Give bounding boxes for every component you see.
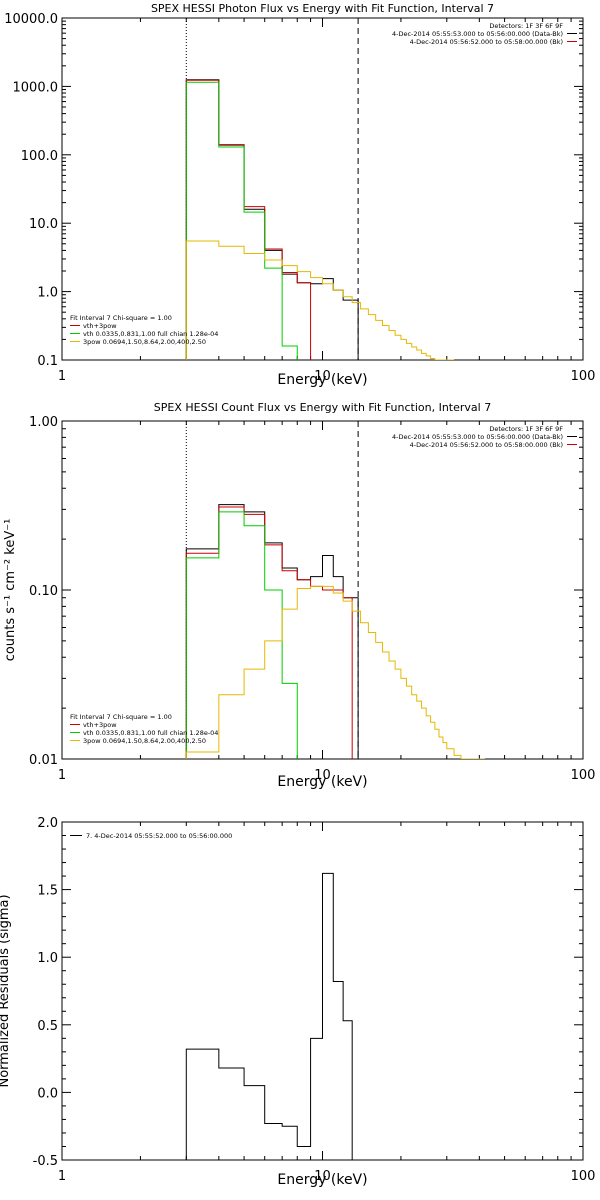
y-tick-label: 1000.0 — [13, 80, 59, 95]
x-tick-label: 10 — [314, 369, 331, 384]
legend-text: Detectors: 1F 3F 6F 9F — [489, 425, 563, 433]
legend-text: vth+3pow — [83, 721, 117, 729]
x-axis-label: Energy (keV) — [277, 372, 367, 388]
x-axis-label: Energy (keV) — [277, 774, 367, 790]
x-tick-label: 100 — [571, 768, 596, 783]
y-tick-label: 0.10 — [29, 584, 58, 599]
x-axis-label: Energy (keV) — [277, 1172, 367, 1188]
x-tick-label: 100 — [571, 369, 596, 384]
series-line-data — [185, 504, 359, 759]
legend-text: vth 0.0335,0.831,1.00 full chian 1.28e-0… — [83, 330, 218, 338]
x-tick-label: 1 — [58, 369, 66, 384]
y-tick-label: 0.0 — [37, 1086, 58, 1101]
series-line-3pow — [185, 585, 485, 759]
y-tick-label: 0.01 — [29, 753, 58, 768]
series-line-residuals — [185, 872, 353, 1160]
x-tick-label: 100 — [571, 1169, 596, 1184]
plot-frame — [61, 17, 584, 361]
chart-panel-3: 1 10 100 -0.5 0.0 0.5 1.0 1.5 2.0 Energy (keV) Nor… — [0, 816, 595, 1188]
legend-text: vth+3pow — [83, 322, 117, 330]
series-line-total — [185, 79, 312, 360]
legend-text: 3pow 0.0694,1.50,8.64,2.00,400,2.50 — [83, 338, 206, 346]
legend-text: Detectors: 1F 3F 6F 9F — [489, 22, 563, 30]
x-tick-label: 1 — [58, 1169, 66, 1184]
y-axis-label: counts s⁻¹ cm⁻² keV⁻¹ — [3, 519, 18, 662]
x-tick-label: 10 — [314, 768, 331, 783]
chart-title: SPEX HESSI Photon Flux vs Energy with Fi… — [151, 2, 494, 15]
chart-panel-1: SPEX HESSI Photon Flux vs Energy with Fi… — [4, 2, 595, 388]
y-tick-label: 1.5 — [37, 884, 58, 899]
series-line-vth — [185, 81, 298, 360]
legend-text: Fit Interval 7 Chi-square = 1.00 — [70, 314, 172, 322]
y-tick-label: 1.0 — [37, 286, 58, 301]
y-tick-label: 1.00 — [29, 415, 58, 430]
legend-text: vth 0.0335,0.831,1.00 full chian 1.28e-0… — [83, 729, 218, 737]
chart-panel-2: SPEX HESSI Count Flux vs Energy with Fit… — [3, 401, 595, 790]
y-tick-label: -0.5 — [33, 1154, 58, 1169]
chart-title: SPEX HESSI Count Flux vs Energy with Fit… — [154, 401, 491, 414]
y-tick-label: 0.5 — [37, 1019, 58, 1034]
legend-text: 4-Dec-2014 05:55:53.000 to 05:56:00.000 … — [392, 30, 563, 38]
x-tick-label: 10 — [314, 1169, 331, 1184]
y-tick-label: 0.1 — [37, 354, 58, 369]
legend-text: 3pow 0.0694,1.50,8.64,2.00,400,2.50 — [83, 737, 206, 745]
legend-text: 7. 4-Dec-2014 05:55:52.000 to 05:56:00.0… — [86, 832, 232, 840]
x-tick-label: 1 — [58, 768, 66, 783]
series-line-data — [185, 79, 359, 360]
legend-text: 4-Dec-2014 05:56:52.000 to 05:58:00.000 … — [410, 38, 563, 46]
series-line-vth — [185, 511, 298, 759]
y-axis-label: Normalized Residuals (sigma) — [0, 894, 12, 1087]
y-tick-label: 1.0 — [37, 951, 58, 966]
y-tick-label: 100.0 — [21, 149, 58, 164]
legend-text: 4-Dec-2014 05:55:53.000 to 05:56:00.000 … — [392, 433, 563, 441]
legend-text: Fit Interval 7 Chi-square = 1.00 — [70, 713, 172, 721]
y-tick-label: 10000.0 — [4, 12, 58, 27]
y-tick-label: 2.0 — [37, 816, 58, 831]
series-line-total — [185, 506, 353, 759]
y-tick-label: 10.0 — [29, 217, 58, 232]
legend-text: 4-Dec-2014 05:56:52.000 to 05:58:00.000 … — [410, 441, 563, 449]
series-line-3pow — [185, 240, 455, 360]
